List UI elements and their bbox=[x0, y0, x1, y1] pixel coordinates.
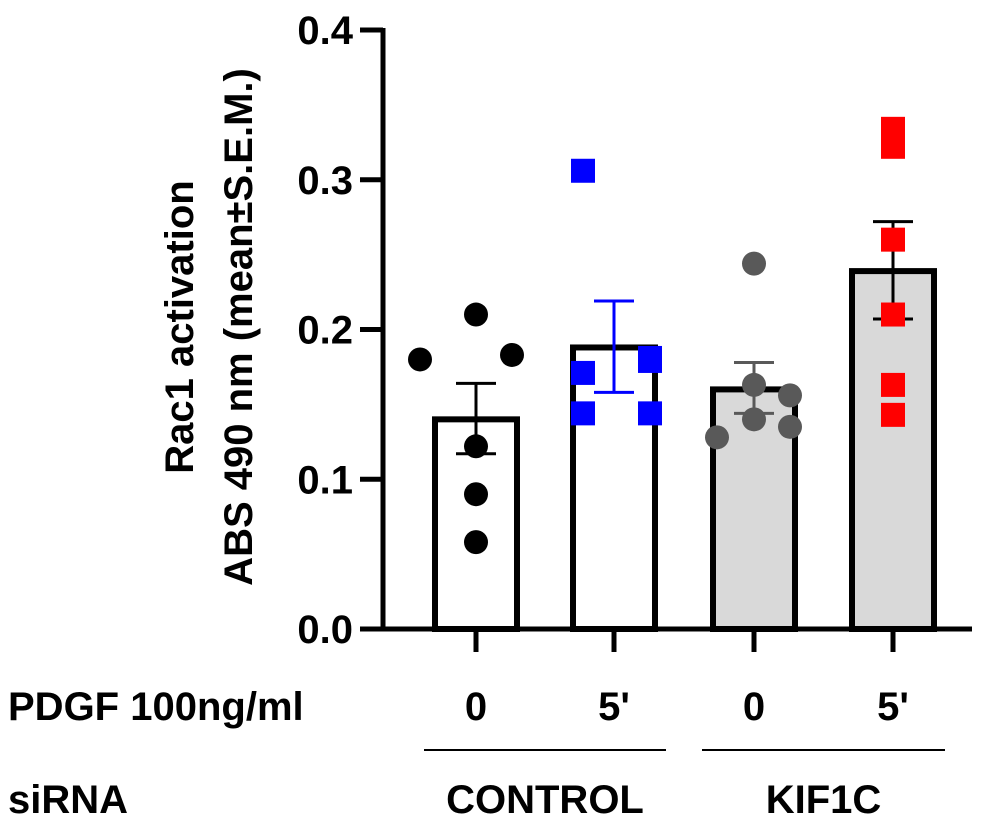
error-bars-layer bbox=[456, 220, 913, 456]
data-point-3-6 bbox=[778, 414, 802, 439]
data-point-1-3 bbox=[464, 434, 488, 459]
bars-layer bbox=[432, 268, 937, 632]
data-point-1-1 bbox=[464, 530, 488, 555]
data-point-3-4 bbox=[705, 425, 729, 450]
data-point-4-3 bbox=[881, 227, 905, 252]
data-points-layer bbox=[408, 116, 905, 555]
data-point-3-3 bbox=[742, 407, 766, 432]
bar-4 bbox=[849, 268, 937, 632]
y-tick-label-4: 0.3 bbox=[297, 159, 353, 203]
data-point-2-3 bbox=[571, 360, 595, 385]
y-tick-label-1: 0.0 bbox=[297, 608, 353, 652]
sirna-row-label: siRNA bbox=[8, 778, 128, 822]
data-point-4-5 bbox=[881, 372, 905, 397]
y-axis-title: Rac1 activation ABS 490 nm (mean±S.E.M.) bbox=[158, 68, 261, 586]
data-point-1-5 bbox=[464, 302, 488, 327]
y-axis: 0.0 0.1 0.2 0.3 0.4 bbox=[297, 9, 972, 652]
data-point-4-4 bbox=[881, 302, 905, 327]
pdgf-label-4: 5' bbox=[877, 685, 909, 729]
y-axis-label-line1: Rac1 activation bbox=[158, 180, 202, 473]
data-point-2-1 bbox=[571, 158, 595, 183]
pdgf-row-label: PDGF 100ng/ml bbox=[8, 685, 304, 729]
group-label-2: KIF1C bbox=[766, 778, 882, 822]
y-tick-label-5: 0.4 bbox=[297, 9, 353, 53]
data-point-1-2 bbox=[464, 482, 488, 507]
pdgf-label-3: 0 bbox=[743, 685, 765, 729]
data-point-2-4 bbox=[571, 401, 595, 426]
data-point-2-6 bbox=[638, 348, 662, 373]
y-tick-label-3: 0.2 bbox=[297, 309, 353, 353]
pdgf-label-1: 0 bbox=[465, 685, 487, 729]
pdgf-label-2: 5' bbox=[598, 685, 630, 729]
data-point-4-2 bbox=[881, 134, 905, 159]
data-point-3-5 bbox=[778, 383, 802, 408]
group-label-1: CONTROL bbox=[446, 778, 644, 822]
y-axis-label-line2: ABS 490 nm (mean±S.E.M.) bbox=[217, 68, 261, 586]
y-tick-label-2: 0.1 bbox=[297, 458, 353, 502]
data-point-1-4 bbox=[408, 347, 432, 372]
data-point-1-6 bbox=[500, 342, 524, 367]
data-point-4-6 bbox=[881, 402, 905, 427]
data-point-3-2 bbox=[742, 372, 766, 397]
data-point-2-5 bbox=[638, 401, 662, 426]
data-point-3-1 bbox=[742, 251, 766, 276]
x-labels-layer: PDGF 100ng/ml siRNA 0 5' 0 5' CONTROL KIF1C bbox=[8, 685, 945, 822]
